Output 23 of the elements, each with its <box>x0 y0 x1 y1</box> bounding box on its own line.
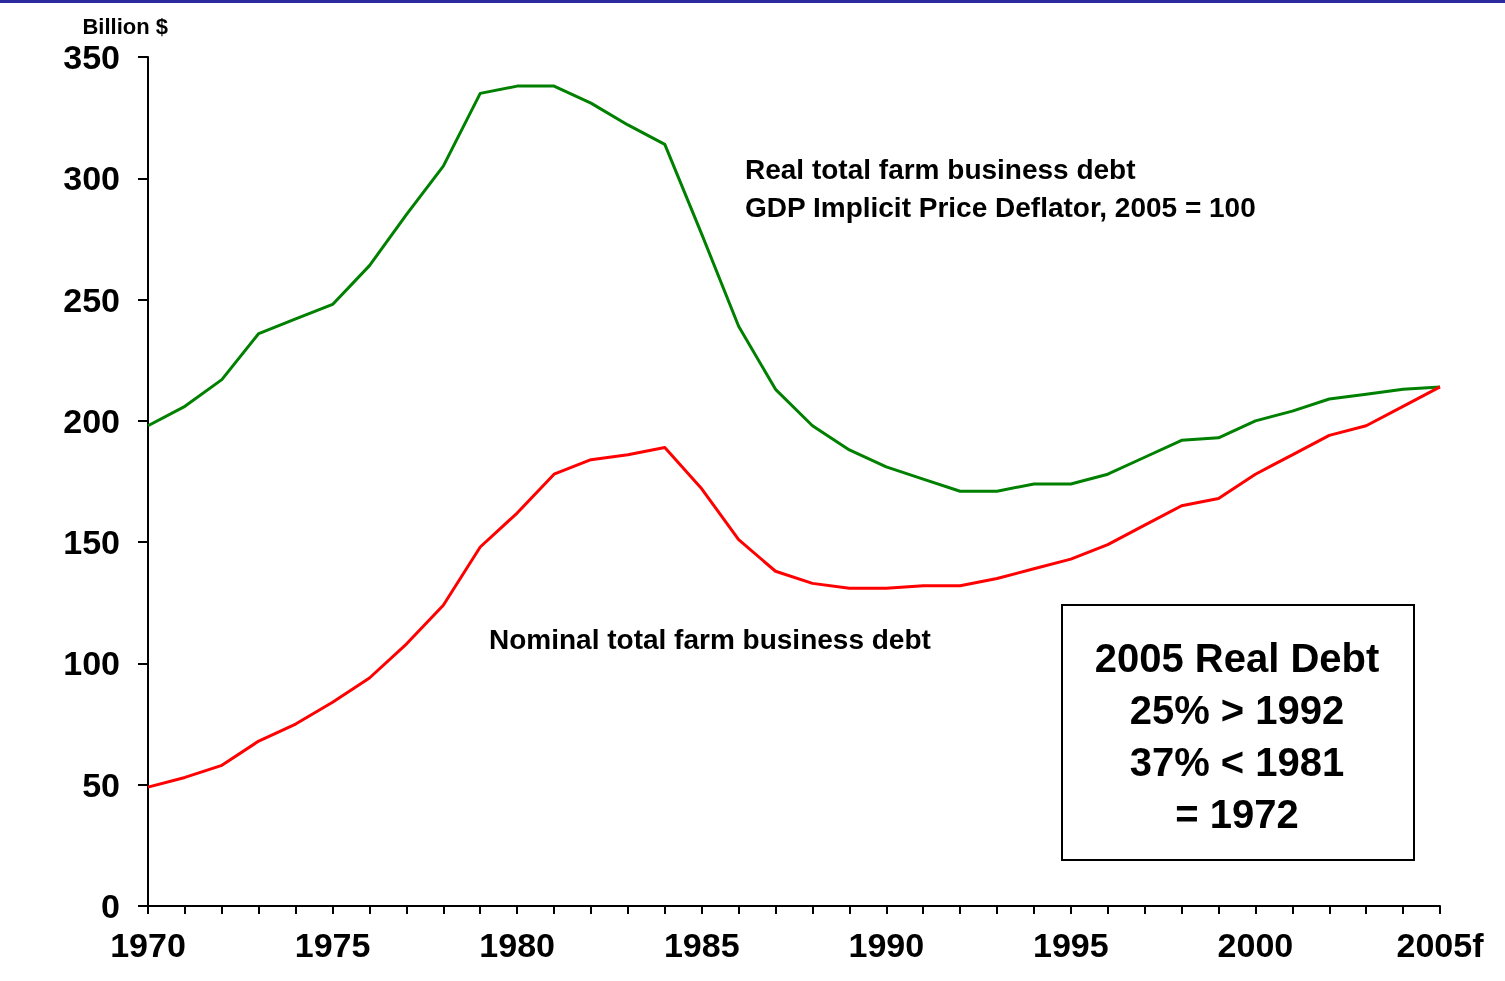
y-tick-label: 150 <box>63 523 120 562</box>
y-tick-label: 0 <box>101 887 120 925</box>
x-tick-label: 1970 <box>110 926 186 964</box>
y-tick-label: 100 <box>63 644 120 683</box>
y-tick-label: 300 <box>63 159 120 198</box>
y-tick-label: 200 <box>63 401 120 440</box>
x-tick-label: 1995 <box>1033 926 1109 964</box>
text: Real total farm business debt <box>745 153 1136 185</box>
line-series <box>146 84 1442 493</box>
annotation: GDP Implicit Price Deflator, 2005 = 100 <box>745 191 1256 223</box>
y-tick-label: 350 <box>63 38 120 76</box>
y-axis-title: Billion $ <box>82 13 168 39</box>
x-tick-label: 1990 <box>848 926 925 964</box>
annotation: 2005 Real Debt 25% > 1992 37% < 1981 = 1972 <box>1094 636 1380 836</box>
series-label: Nominal total farm business debt <box>489 623 931 655</box>
x-tick-label: 1980 <box>479 926 555 964</box>
x-tick-label: 2000 <box>1217 926 1294 964</box>
y-tick-label: 50 <box>82 765 120 804</box>
x-tick-label: 1975 <box>294 926 371 964</box>
line-series <box>146 385 1442 789</box>
x-tick-label: 1985 <box>663 926 740 964</box>
y-tick-label: 250 <box>63 280 120 319</box>
x-tick-label: 2005f <box>1396 926 1485 964</box>
